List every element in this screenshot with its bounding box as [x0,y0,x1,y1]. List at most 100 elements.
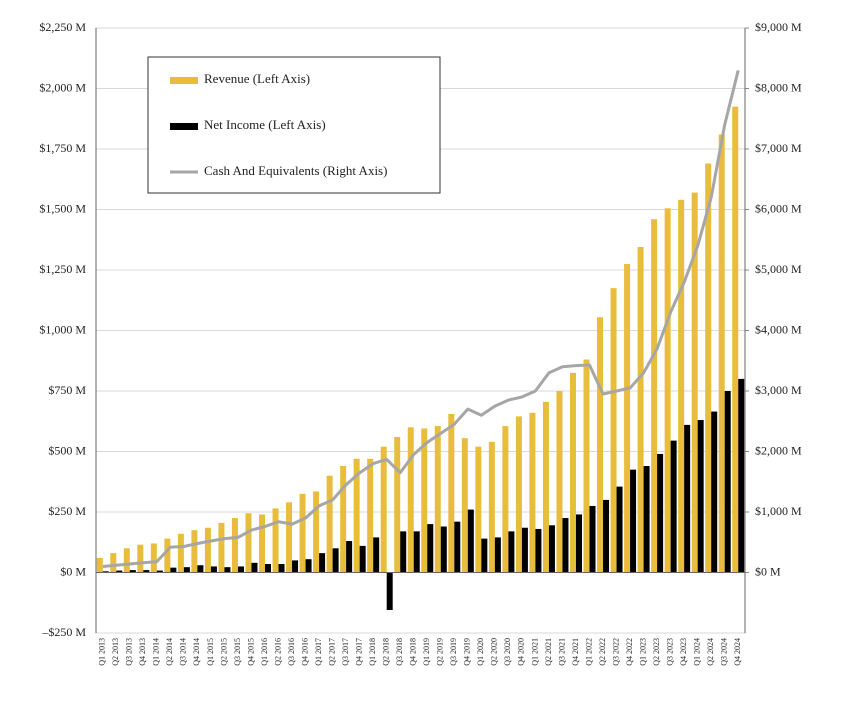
y-tick-label: $1,000 M [39,322,86,336]
bar [448,413,455,573]
x-tick-label: Q1 2023 [638,638,647,666]
legend-label: Revenue (Left Axis) [204,71,310,86]
x-tick-label: Q1 2016 [260,638,269,666]
x-tick-label: Q2 2019 [436,638,445,666]
x-tick-label: Q2 2024 [706,638,715,666]
bar [204,527,211,573]
bar [265,564,272,573]
y-tick-label: $2,250 M [39,20,86,34]
x-tick-label: Q3 2018 [395,638,404,666]
bar [732,106,739,573]
bar [183,567,190,573]
bar [319,553,326,573]
x-tick-label: Q2 2022 [598,638,607,666]
x-tick-label: Q2 2020 [490,638,499,666]
y-tick-label: –$250 M [41,625,86,639]
x-tick-label: Q3 2024 [720,638,729,666]
bar [259,514,266,573]
bar [326,475,333,573]
bar [332,548,339,573]
x-tick-label: Q2 2013 [111,638,120,666]
y-tick-label: $0 M [60,564,86,578]
x-tick-label: Q4 2023 [679,638,688,666]
x-tick-label: Q4 2018 [409,638,418,666]
line-series [102,70,740,568]
x-tick-label: Q4 2020 [517,638,526,666]
bar [603,499,610,573]
bar [421,428,428,573]
legend-label: Net Income (Left Axis) [204,117,326,132]
bar [624,263,631,573]
y-tick-label: $1,250 M [39,262,86,276]
x-tick-label: Q4 2022 [625,638,634,666]
bar [637,247,644,573]
x-tick-label: Q3 2020 [503,638,512,666]
bar [346,541,353,573]
bar [569,372,576,573]
bar [562,518,569,573]
x-tick-label: Q4 2024 [733,638,742,666]
x-tick-label: Q4 2013 [138,638,147,666]
legend-swatch [170,123,198,130]
bar [170,567,177,573]
bar [394,436,401,573]
bar [589,505,596,573]
bar [475,446,482,573]
bar [164,538,171,573]
x-tick-label: Q4 2017 [354,638,363,666]
bar [367,458,374,573]
y2-tick-label: $9,000 M [755,20,802,34]
bar [535,528,542,573]
bar [224,567,231,573]
bar [461,438,468,573]
x-tick-label: Q2 2015 [219,638,228,666]
y2-tick-label: $5,000 M [755,262,802,276]
bar [521,527,528,573]
x-tick-label: Q3 2023 [665,638,674,666]
x-tick-label: Q3 2017 [341,638,350,666]
x-tick-label: Q1 2022 [584,638,593,666]
bar [664,208,671,573]
bar [177,533,184,573]
bar [556,391,563,573]
bar [542,401,549,573]
bar [286,502,293,573]
bar [651,219,658,573]
bar [380,446,387,573]
bar [407,427,414,573]
y2-tick-label: $8,000 M [755,80,802,94]
y2-tick-label: $3,000 M [755,383,802,397]
bar [137,544,144,573]
bar [691,192,698,573]
bar [245,513,252,573]
legend-swatch [170,77,198,84]
y-tick-label: $250 M [48,504,86,518]
bar [583,359,590,573]
y2-tick-label: $2,000 M [755,443,802,457]
bar [705,163,712,573]
bar [413,531,420,573]
bar [150,543,157,573]
x-tick-label: Q2 2014 [165,638,174,666]
x-tick-label: Q1 2013 [98,638,107,666]
bar [440,526,447,573]
bar [454,521,461,573]
x-tick-label: Q1 2019 [422,638,431,666]
bar [237,566,244,573]
bar [299,493,306,573]
bar [110,553,117,573]
bar [292,560,299,573]
bar [305,559,312,573]
bar [515,416,522,573]
x-tick-label: Q4 2016 [300,638,309,666]
bar [494,537,501,573]
x-tick-label: Q2 2017 [327,638,336,666]
legend-label: Cash And Equivalents (Right Axis) [204,163,387,178]
bar [218,522,225,573]
bar [400,531,407,573]
x-tick-label: Q4 2015 [246,638,255,666]
bar [96,557,103,573]
bar [197,565,204,573]
x-tick-label: Q2 2023 [652,638,661,666]
